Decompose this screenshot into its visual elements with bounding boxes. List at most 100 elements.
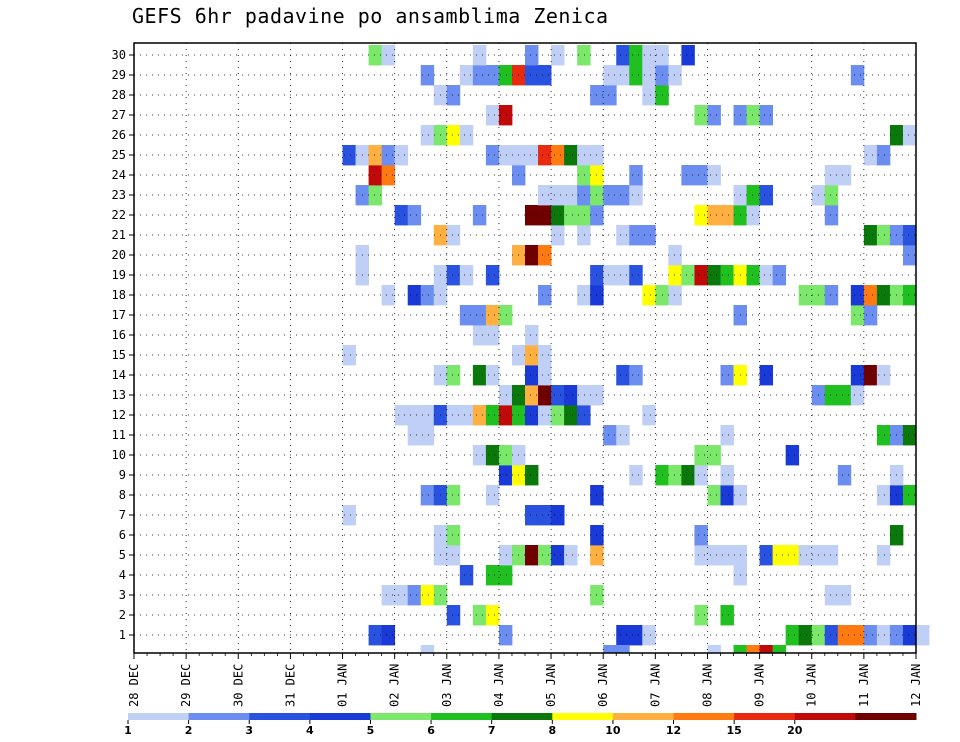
heatmap-cell bbox=[368, 185, 383, 206]
heatmap-cell bbox=[407, 205, 422, 226]
heatmap-cell bbox=[525, 345, 539, 366]
y-tick-label: 5 bbox=[119, 548, 126, 562]
heatmap-cell bbox=[381, 45, 396, 66]
heatmap-cell bbox=[707, 105, 721, 126]
heatmap-cell bbox=[538, 385, 552, 406]
heatmap-cell bbox=[629, 185, 643, 206]
heatmap-cell bbox=[863, 365, 878, 386]
legend-swatch bbox=[855, 713, 917, 720]
heatmap-cell bbox=[551, 505, 565, 526]
x-tick-label: 04 JAN bbox=[492, 664, 506, 707]
y-tick-label: 30 bbox=[112, 48, 126, 62]
heatmap-cell bbox=[746, 105, 760, 126]
heatmap-cell bbox=[720, 265, 734, 286]
legend-swatch bbox=[794, 713, 856, 720]
heatmap-cell bbox=[420, 645, 435, 653]
heatmap-cell bbox=[681, 165, 695, 186]
y-tick-label: 15 bbox=[112, 348, 126, 362]
heatmap-cell bbox=[551, 225, 565, 246]
heatmap-cell bbox=[629, 625, 643, 646]
y-tick-label: 6 bbox=[119, 528, 126, 542]
heatmap-cell bbox=[538, 405, 552, 426]
heatmap-cell bbox=[538, 545, 552, 566]
heatmap-cell bbox=[746, 645, 760, 653]
legend-label: 1 bbox=[124, 724, 132, 737]
heatmap-cell bbox=[759, 545, 774, 566]
heatmap-cell bbox=[459, 265, 474, 286]
heatmap-cell bbox=[368, 165, 383, 186]
heatmap-cell bbox=[694, 265, 708, 286]
heatmap-cell bbox=[459, 565, 474, 586]
heatmap-cell bbox=[616, 65, 630, 86]
heatmap-cell bbox=[498, 145, 513, 166]
heatmap-cell bbox=[720, 485, 734, 506]
heatmap-cell bbox=[642, 85, 656, 106]
heatmap-cell bbox=[707, 165, 721, 186]
y-tick-label: 16 bbox=[112, 328, 126, 342]
heatmap-cell bbox=[472, 405, 487, 426]
heatmap-cell bbox=[342, 505, 356, 526]
y-tick-label: 26 bbox=[112, 128, 126, 142]
heatmap-cell bbox=[525, 465, 539, 486]
heatmap-cell bbox=[446, 265, 461, 286]
heatmap-cell bbox=[603, 85, 617, 106]
heatmap-cell bbox=[798, 625, 813, 646]
heatmap-cell bbox=[694, 165, 708, 186]
y-tick-label: 18 bbox=[112, 288, 126, 302]
heatmap-cell bbox=[668, 265, 682, 286]
y-tick-label: 19 bbox=[112, 268, 126, 282]
heatmap-cell bbox=[525, 505, 539, 526]
heatmap-cell bbox=[538, 65, 552, 86]
legend-swatch bbox=[188, 713, 250, 720]
heatmap-cell bbox=[485, 105, 500, 126]
heatmap-cell bbox=[420, 125, 435, 146]
y-tick-label: 22 bbox=[112, 208, 126, 222]
x-tick-label: 02 JAN bbox=[388, 664, 402, 707]
heatmap-cell bbox=[603, 425, 617, 446]
heatmap-cell bbox=[642, 625, 656, 646]
heatmap-cell bbox=[629, 265, 643, 286]
heatmap-cell bbox=[564, 405, 578, 426]
heatmap-cell bbox=[485, 565, 500, 586]
y-tick-label: 9 bbox=[119, 468, 126, 482]
heatmap-cell bbox=[498, 385, 513, 406]
heatmap-cell bbox=[420, 65, 435, 86]
heatmap-cell bbox=[446, 125, 461, 146]
heatmap-cell bbox=[407, 425, 422, 446]
heatmap-cell bbox=[759, 365, 774, 386]
x-tick-label: 08 JAN bbox=[700, 664, 714, 707]
heatmap-cell bbox=[564, 205, 578, 226]
heatmap-cell bbox=[668, 65, 682, 86]
heatmap-cell bbox=[824, 165, 839, 186]
heatmap-cell bbox=[368, 625, 383, 646]
heatmap-cell bbox=[694, 105, 708, 126]
heatmap-cell bbox=[837, 385, 852, 406]
heatmap-cell bbox=[485, 485, 500, 506]
y-tick-label: 3 bbox=[119, 588, 126, 602]
heatmap-cell bbox=[707, 445, 721, 466]
heatmap-cell bbox=[577, 225, 591, 246]
heatmap-cell bbox=[642, 285, 656, 306]
heatmap-cell bbox=[459, 125, 474, 146]
heatmap-cell bbox=[407, 585, 422, 606]
legend-swatch bbox=[673, 713, 735, 720]
y-tick-label: 29 bbox=[112, 68, 126, 82]
legend-label: 7 bbox=[488, 724, 496, 737]
heatmap-cell bbox=[629, 365, 643, 386]
heatmap-cell bbox=[772, 545, 787, 566]
heatmap-cell bbox=[707, 205, 721, 226]
heatmap-cell bbox=[485, 65, 500, 86]
y-tick-label: 27 bbox=[112, 108, 126, 122]
heatmap-cell bbox=[564, 385, 578, 406]
x-tick-label: 10 JAN bbox=[805, 664, 819, 707]
y-tick-label: 10 bbox=[112, 448, 126, 462]
heatmap-cell bbox=[472, 365, 487, 386]
x-tick-label: 30 DEC bbox=[231, 664, 245, 707]
heatmap-cell bbox=[720, 545, 734, 566]
legend-swatch bbox=[431, 713, 493, 720]
heatmap-cell bbox=[525, 405, 539, 426]
heatmap-cell bbox=[785, 545, 800, 566]
heatmap-cell bbox=[498, 445, 513, 466]
heatmap-cell bbox=[876, 625, 891, 646]
